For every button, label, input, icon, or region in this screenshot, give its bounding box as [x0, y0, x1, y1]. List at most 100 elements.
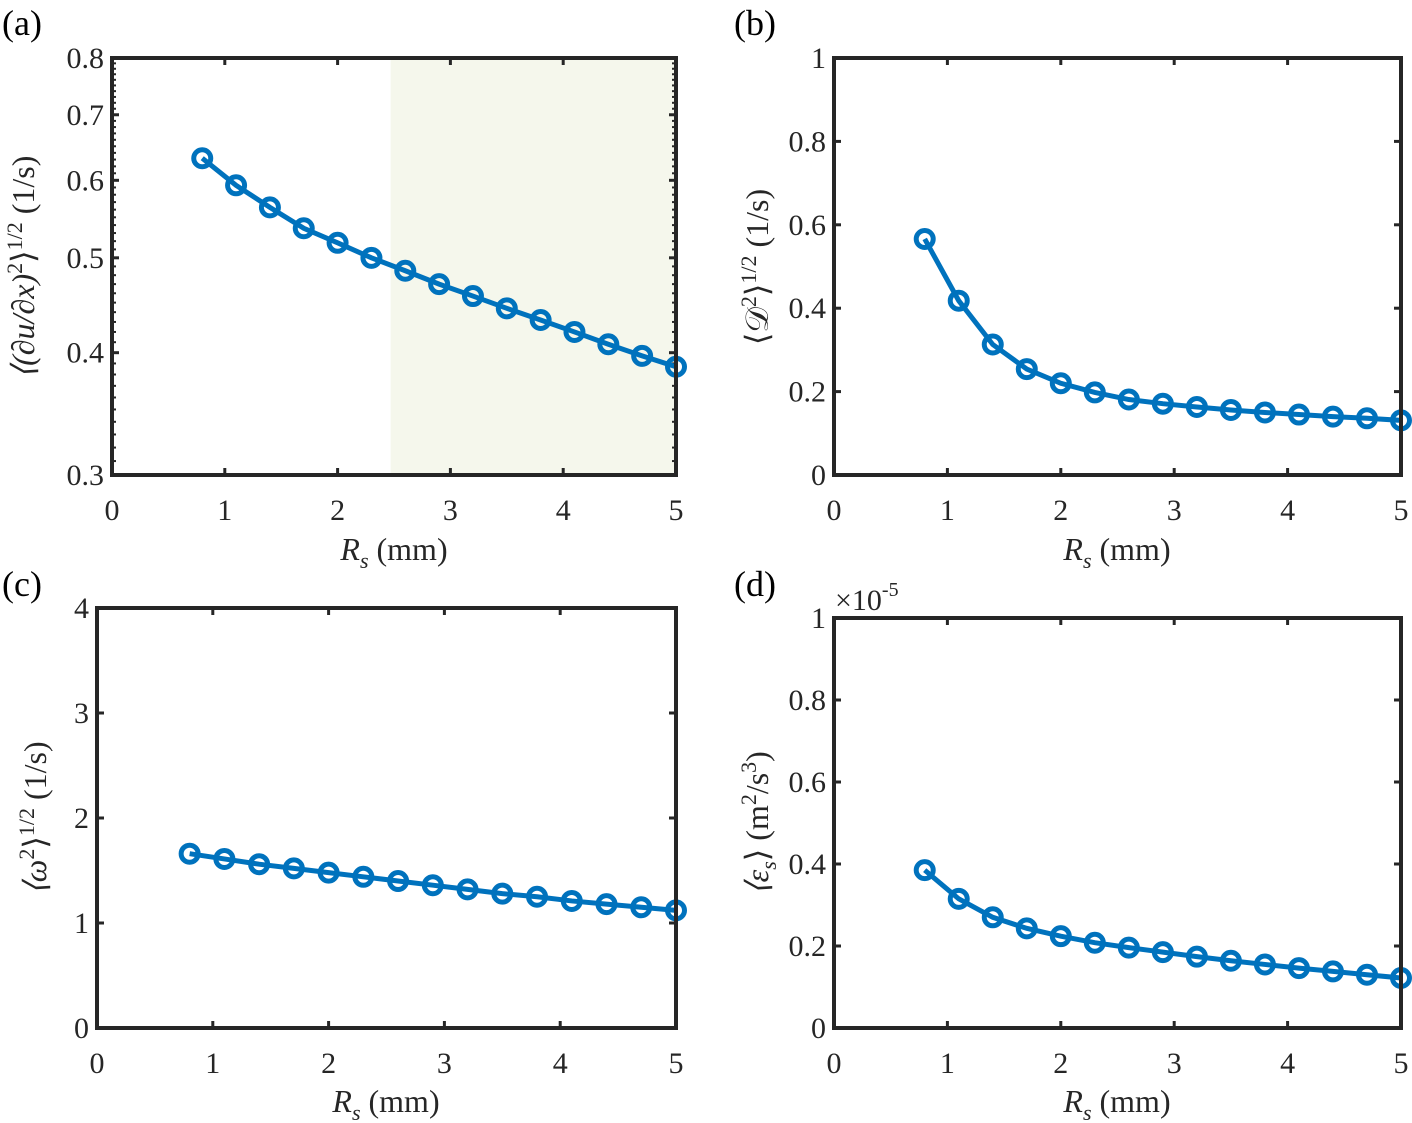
shaded-region [390, 58, 676, 475]
data-point-marker [1015, 358, 1038, 381]
x-tick-label: 3 [437, 1047, 452, 1080]
data-point-marker [387, 870, 410, 892]
series-line [189, 851, 677, 913]
data-point-marker [178, 842, 201, 865]
panel-label-d: (d) [734, 564, 776, 604]
data-series [913, 227, 1412, 432]
data-point-marker [1083, 931, 1106, 954]
y-tick-label: 0.2 [789, 376, 827, 409]
data-point-marker [428, 273, 451, 296]
data-point-marker [1015, 917, 1038, 940]
x-tick-label: 2 [321, 1047, 336, 1080]
x-tick-label: 1 [940, 1047, 955, 1080]
data-point-marker [360, 246, 383, 269]
y-tick-label: 1 [811, 602, 826, 635]
data-point-marker [495, 297, 518, 320]
y-tick-label: 0.7 [67, 99, 105, 132]
data-point-marker [1253, 401, 1276, 424]
panel-label-c: (c) [2, 564, 42, 604]
x-axis-title: Rs (mm) [339, 531, 447, 573]
data-point-marker [1321, 960, 1344, 983]
y-axis-title: ⟨ω2⟩1/2 (1/s) [14, 741, 53, 894]
data-point-marker [981, 333, 1004, 356]
x-tick-label: 5 [1394, 1047, 1409, 1080]
data-point-marker [631, 344, 654, 367]
data-series [178, 842, 687, 922]
y-axis-title: ⟨(∂u/∂x)2⟩1/2 (1/s) [2, 156, 41, 379]
y-tick-label: 1 [811, 42, 826, 75]
data-point-marker [191, 147, 214, 170]
svg-text:⟨(∂u/∂x)2⟩1/2 (1/s): ⟨(∂u/∂x)2⟩1/2 (1/s) [2, 156, 41, 379]
y-tick-label: 0.3 [67, 459, 105, 492]
svg-text:⟨𝒟2⟩1/2 (1/s): ⟨𝒟2⟩1/2 (1/s) [736, 189, 775, 345]
data-point-marker [1355, 963, 1378, 986]
data-point-marker [1117, 388, 1140, 411]
x-axis-title: Rs (mm) [1062, 1083, 1170, 1123]
svg-text:⟨εs⟩ (m2/s3): ⟨εs⟩ (m2/s3) [736, 751, 781, 895]
data-point-marker [456, 878, 479, 901]
y-tick-label: 0.8 [789, 125, 827, 158]
x-axis-title: Rs (mm) [1062, 531, 1170, 573]
data-point-marker [248, 853, 271, 876]
axes-frame [110, 56, 678, 477]
y-tick-label: 0.6 [67, 164, 105, 197]
panel-d: (d) ×10-5 0 1 2 3 4 5 0 0.2 0.4 0.6 0.8 1 ⟨εs⟩ (m2/… [734, 564, 1412, 1123]
data-point-marker [913, 227, 936, 250]
x-tick-label: 0 [827, 1047, 842, 1080]
x-tick-label: 1 [205, 1047, 220, 1080]
data-point-marker [1321, 405, 1344, 428]
data-point-marker [292, 217, 315, 240]
axis-ticks: 0 1 2 3 4 5 0 0.2 0.4 0.6 0.8 1 [789, 42, 1409, 527]
svg-text:⟨ω2⟩1/2 (1/s): ⟨ω2⟩1/2 (1/s) [14, 741, 53, 894]
x-tick-label: 4 [556, 494, 571, 527]
x-axis-title: Rs (mm) [331, 1083, 439, 1123]
data-series [191, 147, 687, 378]
y-tick-label: 0 [811, 459, 826, 492]
data-point-marker [947, 289, 970, 312]
data-point-marker [461, 285, 484, 308]
data-point-marker [352, 865, 375, 888]
data-point-marker [213, 847, 236, 870]
exponent-label: ×10-5 [835, 579, 899, 617]
axes-frame [832, 616, 1403, 1030]
panel-b: (b) 0 1 2 3 4 5 0 0.2 0.4 0.6 0.8 1 ⟨𝒟2⟩1/2 (1/s) R… [734, 3, 1412, 573]
data-point-marker [326, 231, 349, 254]
y-tick-label: 1 [74, 907, 89, 940]
panel-label-b: (b) [734, 3, 776, 43]
x-tick-label: 2 [1053, 1047, 1068, 1080]
panel-label-a: (a) [2, 3, 42, 43]
y-tick-label: 3 [74, 697, 89, 730]
y-tick-label: 4 [74, 592, 89, 625]
series-line [922, 237, 1402, 423]
data-point-marker [1219, 398, 1242, 421]
x-tick-label: 3 [1167, 1047, 1182, 1080]
data-point-marker [1219, 949, 1242, 972]
data-point-marker [1151, 941, 1174, 964]
data-point-marker [282, 857, 305, 880]
data-series [913, 859, 1412, 989]
x-tick-label: 4 [1280, 494, 1295, 527]
panel-c: (c) 0 1 2 3 4 5 0 1 2 3 4 ⟨ω2⟩1/2 (1/s) Rs (mm) [2, 564, 687, 1123]
axis-ticks: 0 1 2 3 4 5 0 0.2 0.4 0.6 0.8 1 [789, 602, 1409, 1080]
x-tick-label: 3 [443, 494, 458, 527]
y-tick-label: 0.6 [789, 209, 827, 242]
data-point-marker [595, 893, 618, 916]
x-tick-label: 2 [330, 494, 345, 527]
y-tick-label: 0.5 [67, 242, 105, 275]
y-axis-title: ⟨𝒟2⟩1/2 (1/s) [736, 189, 775, 345]
panel-a: (a) 0 1 2 3 4 5 0.3 0.4 0.5 0.6 0.7 0.8 ⟨(∂u/∂x)2⟩1… [2, 3, 687, 573]
y-tick-label: 0.2 [789, 930, 827, 963]
y-tick-label: 0.8 [789, 684, 827, 717]
data-point-marker [1185, 945, 1208, 968]
data-point-marker [529, 308, 552, 331]
data-point-marker [1049, 925, 1072, 948]
y-tick-label: 0.4 [789, 292, 827, 325]
x-tick-label: 1 [217, 494, 232, 527]
data-point-marker [526, 885, 549, 908]
y-tick-label: 0.8 [67, 42, 105, 75]
data-point-marker [1117, 936, 1140, 959]
x-tick-label: 3 [1167, 494, 1182, 527]
data-point-marker [1287, 403, 1310, 426]
data-point-marker [394, 259, 417, 282]
x-tick-label: 4 [553, 1047, 568, 1080]
